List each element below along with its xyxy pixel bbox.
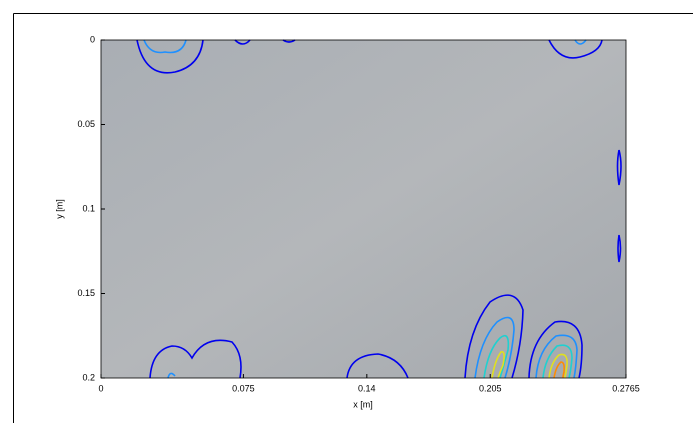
background-image xyxy=(101,40,626,378)
x-tick-label: 0.14 xyxy=(358,383,376,393)
y-tick-label: 0.15 xyxy=(77,288,95,298)
y-tick-label: 0.05 xyxy=(77,119,95,129)
y-axis-label: y [m] xyxy=(54,199,64,219)
y-tick-label: 0.1 xyxy=(82,203,95,213)
x-tick-label: 0 xyxy=(98,383,103,393)
x-tick-label: 0.205 xyxy=(479,383,502,393)
y-tick-label: 0.2 xyxy=(82,372,95,382)
x-axis-label: x [m] xyxy=(353,399,373,409)
x-tick-label: 0.2765 xyxy=(612,383,640,393)
x-tick-label: 0.075 xyxy=(232,383,255,393)
contours xyxy=(136,39,622,379)
y-tick-label: 0 xyxy=(90,34,95,44)
